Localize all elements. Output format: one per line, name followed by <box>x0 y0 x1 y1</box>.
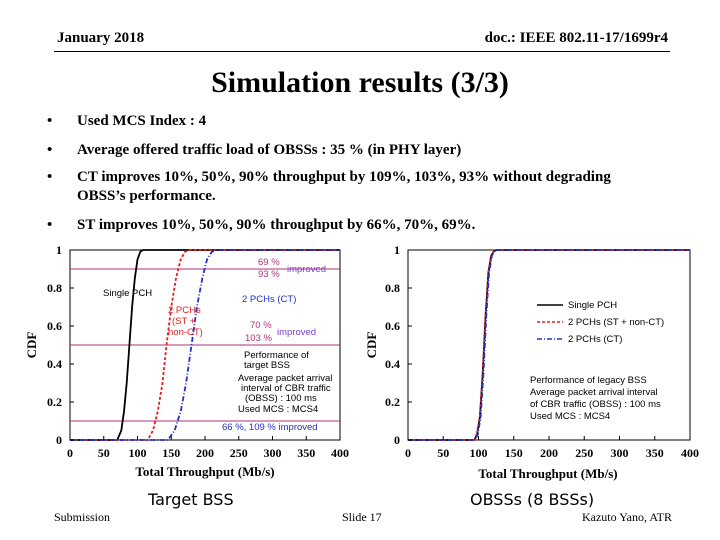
ct-90-improvement: 93 % <box>258 269 280 280</box>
y-tick-label: 1 <box>394 243 400 257</box>
perf-note-line: of CBR traffic (OBSS) : 100 ms <box>530 399 661 410</box>
bullet-symbol: • <box>47 113 53 129</box>
x-tick-label: 300 <box>611 446 629 460</box>
x-tick-label: 350 <box>646 446 664 460</box>
x-tick-label: 250 <box>575 446 593 460</box>
perf-note-line: Used MCS : MCS4 <box>238 404 318 415</box>
footer-slide-number: Slide 17 <box>342 510 382 524</box>
x-tick-label: 150 <box>505 446 523 460</box>
x-tick-label: 0 <box>67 446 73 460</box>
perf-note-line: Average packet arrival interval <box>530 387 658 398</box>
y-axis-label: CDF <box>24 332 39 359</box>
x-axis-label: Total Throughput (Mb/s) <box>135 464 274 479</box>
legend: Single PCH 2 PCHs (ST + non-CT) 2 PCHs (… <box>537 300 664 345</box>
legend-label: 2 PCHs (CT) <box>568 334 622 345</box>
y-tick-label: 0 <box>56 433 62 447</box>
st-50-improvement: 70 % <box>250 320 272 331</box>
series-group <box>70 249 340 441</box>
x-tick-label: 50 <box>98 446 110 460</box>
series-line-3 <box>408 249 690 441</box>
legend-label: Single PCH <box>568 300 617 311</box>
footer-author: Kazuto Yano, ATR <box>581 510 672 524</box>
bottom-improvement-note: 66 %, 109 % improved <box>222 422 318 433</box>
slide-title: Simulation results (3/3) <box>211 66 509 99</box>
obss-chart: 0 50 100 150 200 250 300 350 400 00.20.40.60.81 … <box>364 243 699 481</box>
x-tick-labels: 0 50 100 150 200 250 300 350 400 <box>67 436 349 460</box>
header-doc-id: doc.: IEEE 802.11-17/1699r4 <box>484 30 668 46</box>
x-tick-label: 300 <box>264 446 282 460</box>
bullet-symbol: • <box>47 217 53 233</box>
y-tick-label: 0.4 <box>47 357 62 371</box>
st-90-improvement: 69 % <box>258 257 280 268</box>
series-line-1 <box>70 249 340 441</box>
perf-note-line: Used MCS : MCS4 <box>530 411 610 422</box>
bullet-text: CT improves 10%, 50%, 90% throughput by … <box>77 169 611 204</box>
improved-mid-label: improved <box>277 327 316 338</box>
y-tick-labels: 0 0.2 0.4 0.6 0.8 1 <box>47 243 74 447</box>
target-bss-chart: 0 50 100 150 200 250 300 350 400 00.20.40.60.81 … <box>24 243 349 479</box>
perf-note-line: interval of CBR traffic <box>241 383 331 394</box>
bullet-text: ST improves 10%, 50%, 90% throughput by … <box>77 217 476 233</box>
y-tick-label: 1 <box>56 243 62 257</box>
y-tick-labels: 0 0.2 0.4 0.6 0.8 1 <box>385 243 412 447</box>
y-tick-label: 0.8 <box>47 281 62 295</box>
y-tick-label: 0.4 <box>385 357 400 371</box>
x-tick-label: 350 <box>297 446 315 460</box>
st-label-line3: non-CT) <box>168 327 203 338</box>
x-tick-label: 400 <box>331 446 349 460</box>
x-axis-label: Total Throughput (Mb/s) <box>478 466 617 481</box>
series-line-3 <box>70 249 340 441</box>
y-tick-label: 0.6 <box>385 319 400 333</box>
x-tick-labels: 0 50 100 150 200 250 300 350 400 <box>405 436 699 460</box>
perf-note-line: target BSS <box>244 360 290 371</box>
st-label-line2: (ST + <box>172 316 196 327</box>
header-date: January 2018 <box>57 30 145 46</box>
y-tick-label: 0 <box>394 433 400 447</box>
y-tick-label: 0.2 <box>385 395 400 409</box>
x-tick-label: 150 <box>162 446 180 460</box>
right-chart-caption: OBSSs (8 BSSs) <box>470 490 595 509</box>
x-tick-label: 400 <box>681 446 699 460</box>
ct-50-improvement: 103 % <box>245 333 272 344</box>
x-tick-label: 100 <box>470 446 488 460</box>
perf-note-line: Average packet arrival <box>238 373 332 384</box>
st-label-line1: 2 PCHs <box>168 305 201 316</box>
single-pch-label: Single PCH <box>103 288 152 299</box>
y-tick-label: 0.6 <box>47 319 62 333</box>
bullet-symbol: • <box>47 169 53 185</box>
footer-submission: Submission <box>54 510 111 524</box>
x-tick-label: 100 <box>129 446 147 460</box>
bullet-text: Used MCS Index : 4 <box>77 113 207 129</box>
improved-top-label: improved <box>287 264 326 275</box>
series-line-2 <box>70 249 340 441</box>
perf-note-line: Performance of <box>244 350 309 361</box>
x-tick-label: 200 <box>540 446 558 460</box>
bullet-text: Average offered traffic load of OBSSs : … <box>77 142 462 158</box>
ct-label: 2 PCHs (CT) <box>242 294 296 305</box>
y-tick-label: 0.8 <box>385 281 400 295</box>
x-tick-label: 0 <box>405 446 411 460</box>
header-divider <box>54 51 670 52</box>
y-tick-label: 0.2 <box>47 395 62 409</box>
x-tick-label: 50 <box>437 446 449 460</box>
legend-label: 2 PCHs (ST + non-CT) <box>568 317 664 328</box>
x-tick-label: 250 <box>230 446 248 460</box>
x-tick-label: 200 <box>196 446 214 460</box>
y-axis-label: CDF <box>364 332 379 359</box>
perf-note-line: Performance of legacy BSS <box>530 375 647 386</box>
perf-note-line: (OBSS) : 100 ms <box>245 393 317 404</box>
left-chart-caption: Target BSS <box>148 490 234 509</box>
bullet-symbol: • <box>47 142 53 158</box>
series-group <box>408 249 690 441</box>
